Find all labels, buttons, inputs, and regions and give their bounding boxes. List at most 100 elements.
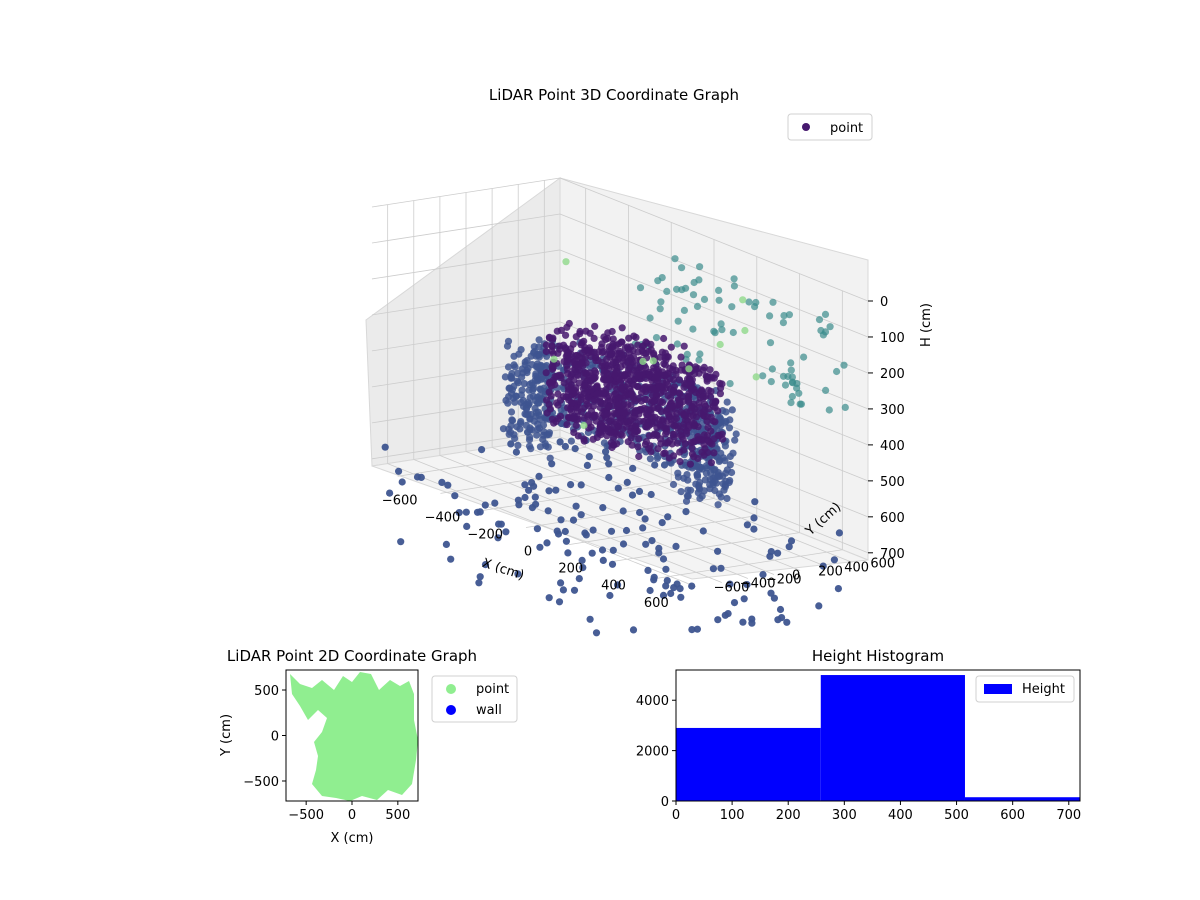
legend-point-marker (446, 684, 456, 694)
scatter-point (508, 416, 516, 424)
scatter-point (590, 334, 598, 342)
scatter-point (699, 527, 707, 535)
scatter-point (475, 579, 483, 587)
scatter-point (821, 310, 830, 318)
scatter-point (531, 493, 539, 501)
chart-3d-title: LiDAR Point 3D Coordinate Graph (489, 86, 739, 104)
scatter-point (534, 425, 542, 433)
scatter-point (577, 360, 586, 368)
scatter-point (657, 398, 665, 406)
scatter-point (577, 391, 585, 399)
chart-2d-legend-point: point (476, 682, 509, 697)
scatter-point (726, 452, 734, 461)
scatter-point (783, 618, 791, 626)
scatter-point (768, 365, 777, 373)
scatter-point (700, 487, 708, 495)
scatter-point (569, 414, 577, 422)
scatter-point (600, 439, 609, 447)
chart-2d-point-region (290, 672, 418, 801)
grid-line (371, 285, 561, 316)
scatter-point (552, 399, 561, 407)
scatter-point (629, 346, 637, 354)
scatter-point (650, 351, 658, 359)
scatter-point (700, 295, 709, 303)
scatter-point (545, 594, 553, 602)
scatter-point (562, 537, 571, 545)
scatter-point (673, 580, 681, 588)
scatter-point (648, 537, 656, 545)
scatter-point (577, 511, 585, 519)
scatter-point (707, 469, 715, 477)
x-tick-label: 100 (720, 808, 745, 823)
scatter-point (585, 453, 593, 461)
x-tick-label: 0 (672, 808, 680, 823)
scatter-point (552, 418, 560, 426)
scatter-point (815, 602, 823, 610)
x-tick-label: −400 (425, 510, 461, 525)
scatter-point (696, 463, 704, 471)
scatter-point (628, 491, 637, 499)
scatter-point (787, 359, 795, 367)
scatter-point (660, 334, 668, 343)
histogram-bar (820, 675, 965, 801)
scatter-point (656, 389, 665, 397)
scatter-point (588, 549, 596, 557)
scatter-point (520, 380, 528, 388)
chart-3d-z-label: H (cm) (919, 303, 934, 347)
scatter-point (623, 478, 631, 486)
scatter-point (646, 586, 654, 595)
scatter-point (600, 367, 609, 375)
scatter-point (740, 595, 748, 603)
scatter-point (515, 501, 523, 509)
scatter-point (641, 383, 649, 391)
scatter-point (685, 421, 693, 429)
scatter-point (669, 366, 677, 374)
scatter-point (700, 400, 709, 408)
scatter-point (663, 381, 672, 389)
scatter-point (635, 452, 643, 461)
chart-2d-y-ticks: −500 0 500 (243, 684, 286, 790)
scatter-point (716, 390, 725, 398)
scatter-point (442, 540, 450, 549)
scatter-point (627, 401, 635, 409)
scatter-point (618, 338, 626, 346)
scatter-point (581, 353, 590, 361)
scatter-point (841, 403, 849, 411)
scatter-point (513, 369, 522, 378)
scatter-point (583, 461, 592, 469)
scatter-point (825, 406, 833, 414)
chart-3d: LiDAR Point 3D Coordinate Graph −600−400… (365, 86, 934, 637)
chart-hist-legend-height: Height (1022, 682, 1065, 697)
chart-hist-y-ticks: 0 2000 4000 (636, 694, 676, 810)
scatter-point (625, 334, 633, 342)
chart-3d-legend-point: point (830, 121, 863, 136)
scatter-point (545, 388, 553, 396)
scatter-point (595, 348, 603, 356)
scatter-point (840, 361, 848, 369)
scatter-point (608, 443, 616, 452)
scatter-point (511, 398, 519, 406)
scatter-point (678, 286, 686, 294)
scatter-point (751, 498, 759, 506)
scatter-point (598, 546, 607, 554)
scatter-point (531, 376, 539, 384)
scatter-point (717, 564, 725, 572)
scatter-point (519, 369, 527, 377)
scatter-point (569, 516, 578, 524)
scatter-point (632, 422, 640, 430)
scatter-point (536, 385, 544, 393)
scatter-point (502, 528, 510, 536)
scatter-point (707, 459, 716, 467)
chart-hist-bars (676, 675, 1080, 801)
chart-2d-title: LiDAR Point 2D Coordinate Graph (227, 647, 477, 665)
scatter-point (596, 403, 604, 412)
y-tick-label: −400 (740, 577, 776, 592)
scatter-point (632, 406, 640, 414)
x-tick-label: 500 (944, 808, 969, 823)
scatter-point (508, 369, 516, 378)
scatter-point (649, 357, 657, 365)
scatter-point (637, 397, 646, 405)
scatter-point (688, 582, 696, 590)
scatter-point (549, 364, 557, 372)
scatter-point (506, 428, 515, 436)
